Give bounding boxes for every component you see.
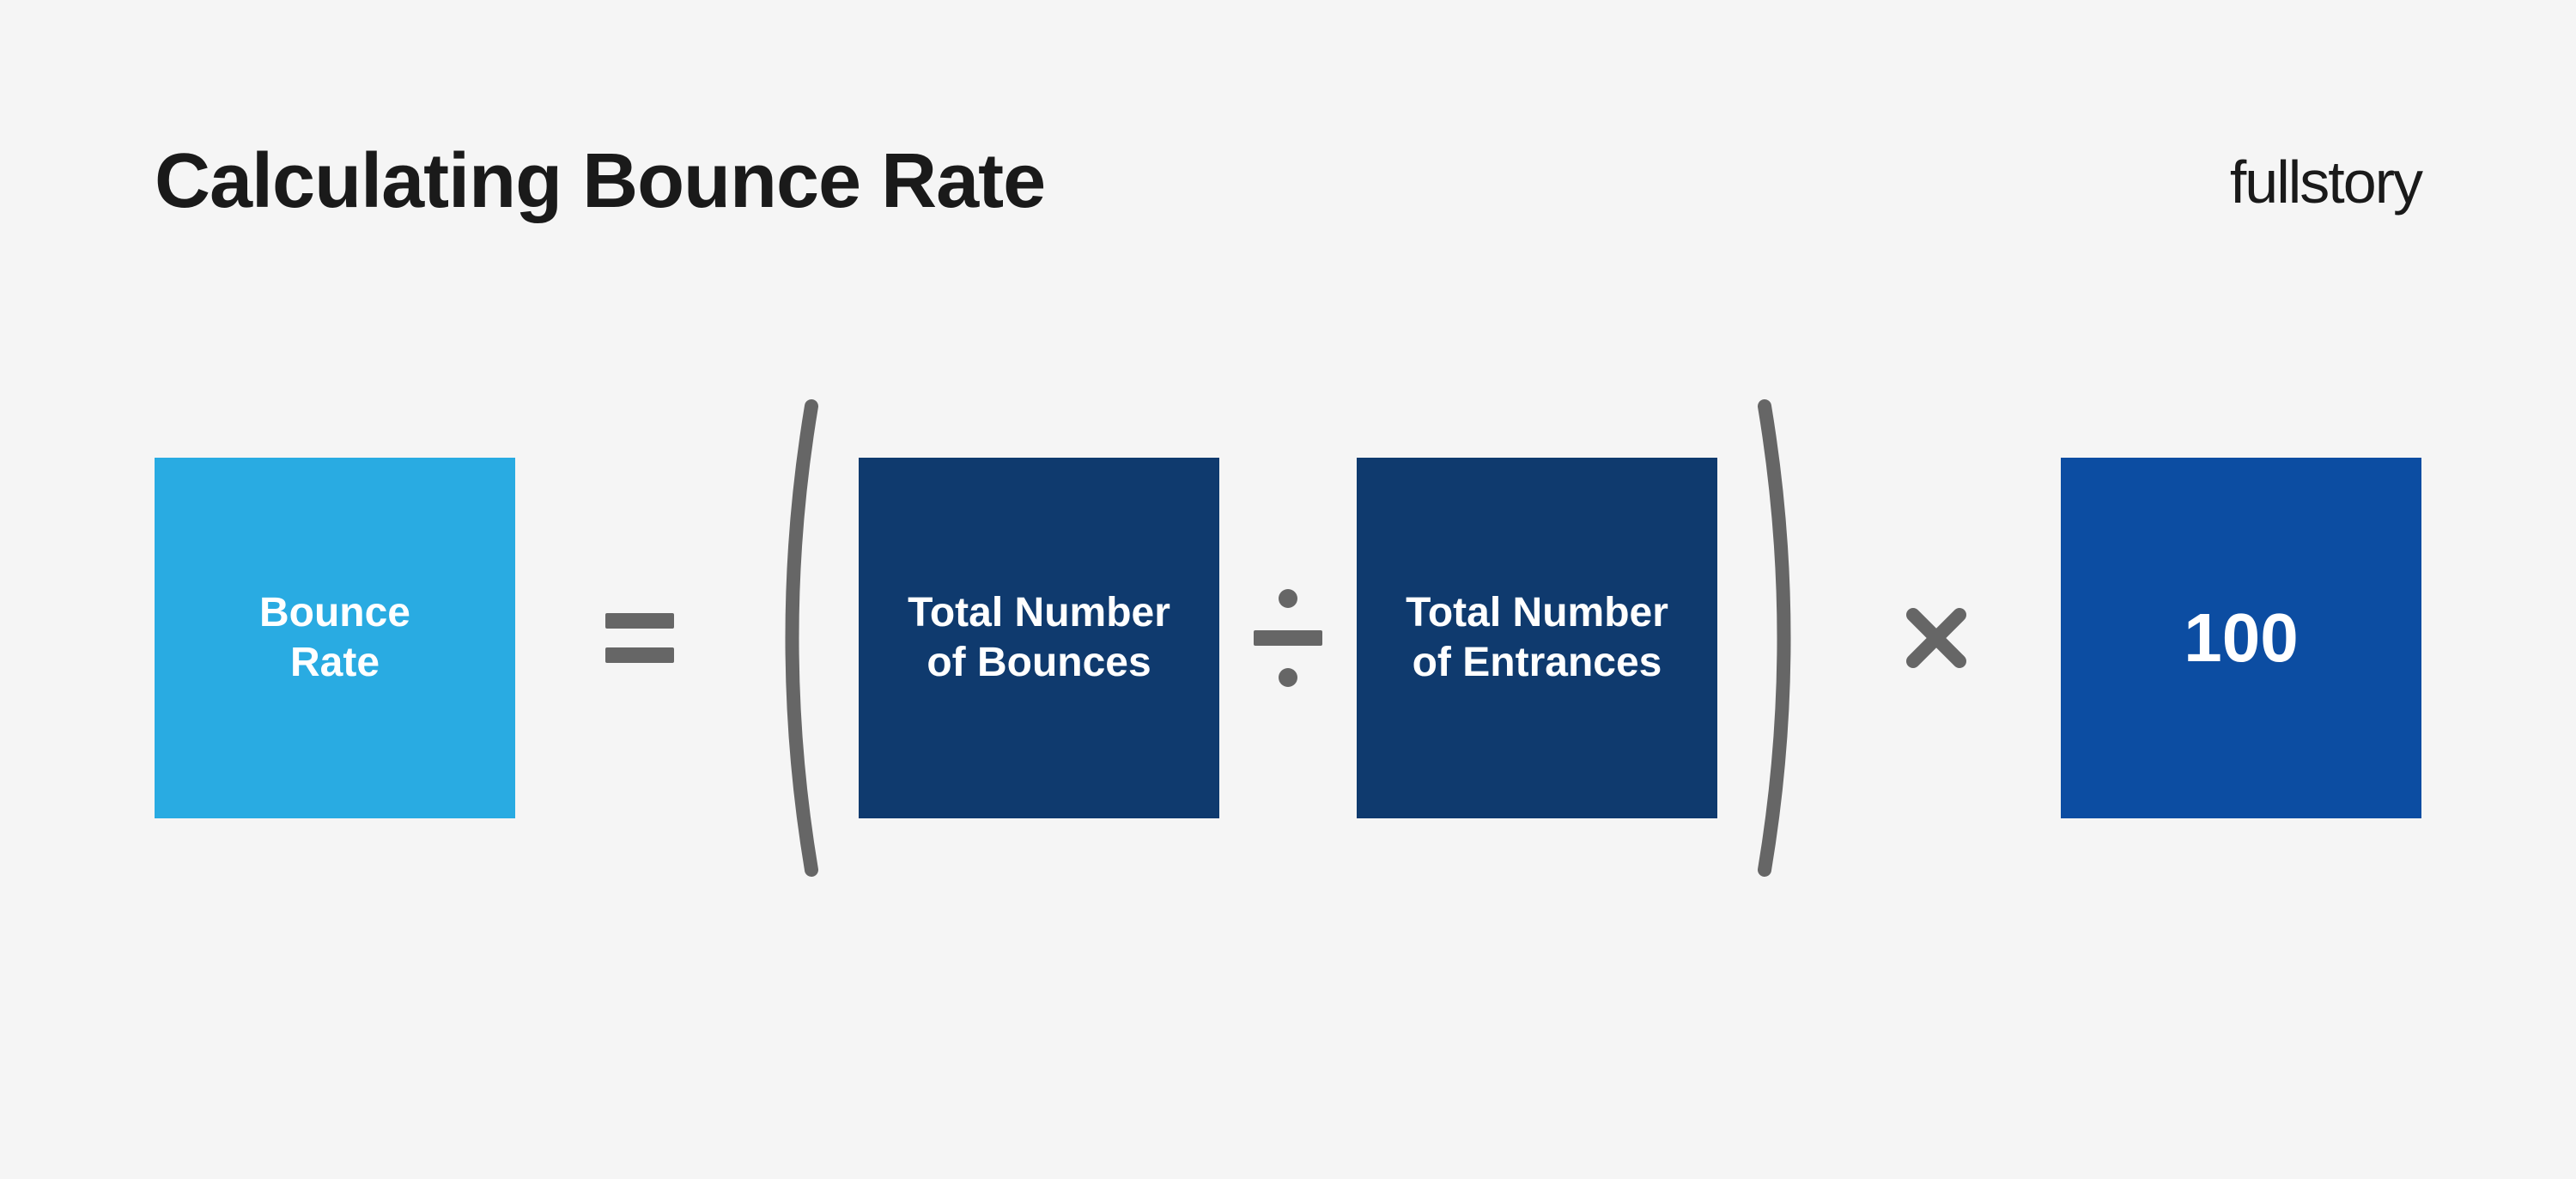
left-paren-icon (764, 398, 824, 878)
result-box: Bounce Rate (155, 458, 515, 818)
numerator-box: Total Number of Bounces (859, 458, 1219, 818)
formula-diagram: Bounce Rate Total Number of Bounces Tota… (155, 398, 2421, 878)
divide-icon (1254, 589, 1322, 687)
multiplier-box-label: 100 (2184, 599, 2298, 678)
multiply-icon (1906, 608, 1966, 668)
multiply-operator (1893, 608, 1979, 668)
page-title: Calculating Bounce Rate (155, 137, 1045, 226)
divide-operator (1254, 589, 1322, 687)
numerator-box-label: Total Number of Bounces (908, 588, 1170, 687)
equals-operator (597, 613, 683, 663)
result-box-label: Bounce Rate (259, 588, 410, 687)
right-paren-icon (1752, 398, 1812, 878)
brand-logo: fullstory (2230, 148, 2421, 216)
denominator-box: Total Number of Entrances (1357, 458, 1717, 818)
parenthesized-group: Total Number of Bounces Total Number of … (764, 398, 1812, 878)
header: Calculating Bounce Rate fullstory (155, 137, 2421, 226)
multiplier-box: 100 (2061, 458, 2421, 818)
equals-icon (605, 613, 674, 663)
denominator-box-label: Total Number of Entrances (1406, 588, 1668, 687)
